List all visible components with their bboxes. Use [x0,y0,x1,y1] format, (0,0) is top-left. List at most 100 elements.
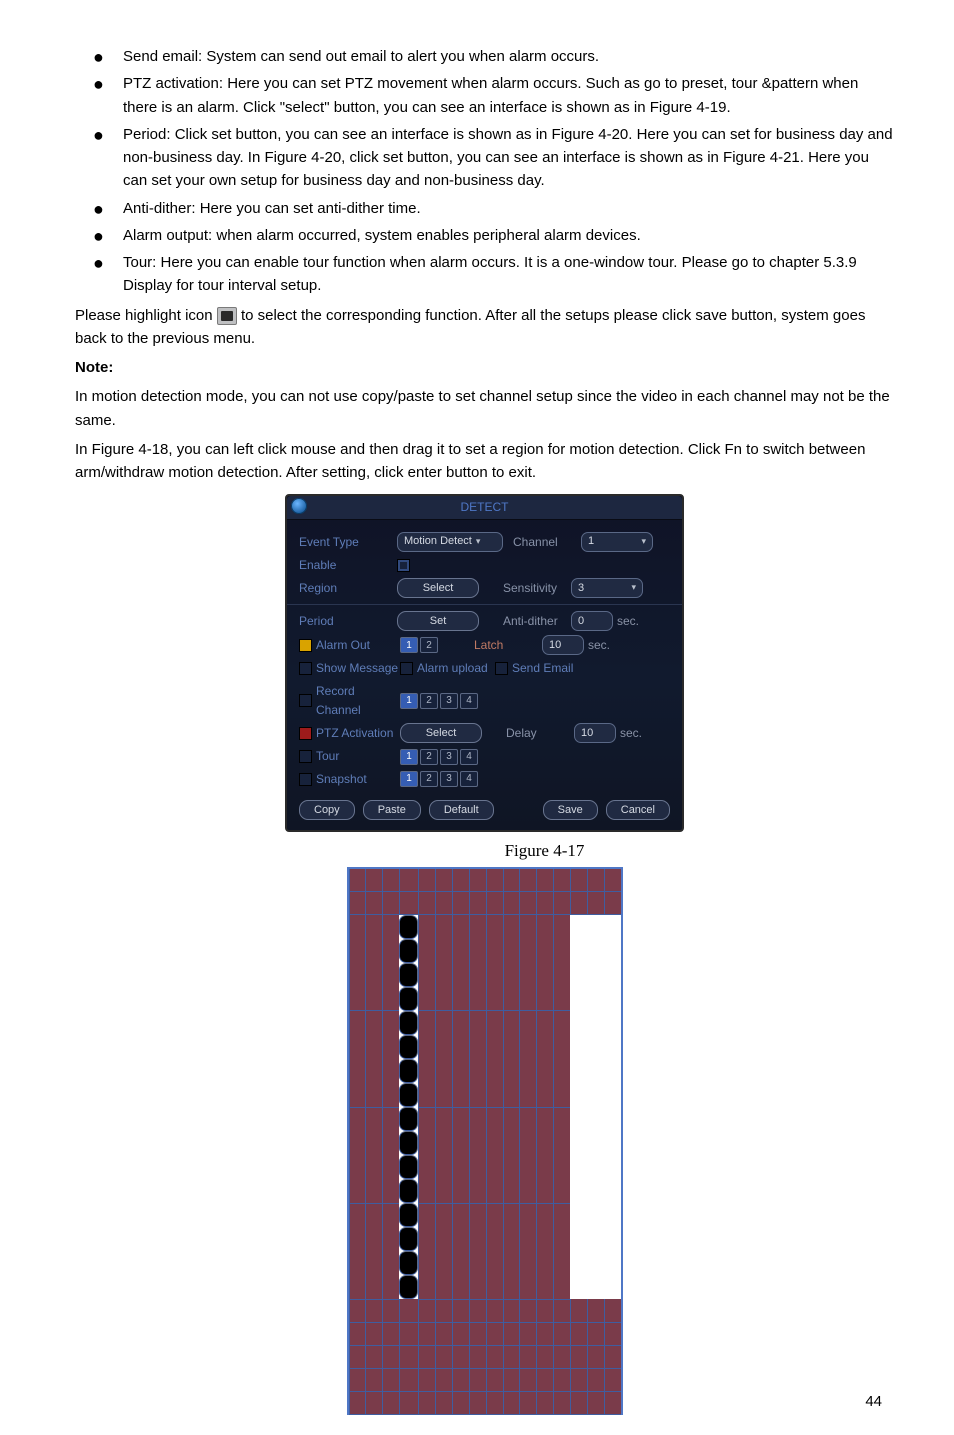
motion-cell[interactable] [469,1203,486,1299]
motion-cell[interactable] [604,1368,620,1391]
motion-cell[interactable] [419,1368,436,1391]
motion-cell[interactable] [399,869,419,892]
channel-box[interactable]: 4 [460,771,478,787]
motion-cell[interactable] [469,869,486,892]
motion-cell[interactable] [554,1299,571,1322]
motion-cell[interactable] [419,1345,436,1368]
motion-cell[interactable] [587,1299,604,1322]
motion-cell[interactable] [399,1179,418,1203]
period-set-button[interactable]: Set [397,611,479,631]
motion-cell[interactable] [604,1345,620,1368]
motion-cell[interactable] [453,1107,470,1203]
channel-select[interactable]: 1 ▾ [581,532,653,552]
motion-cell[interactable] [503,1368,520,1391]
motion-cell[interactable] [419,869,436,892]
motion-cell[interactable] [469,1322,486,1345]
motion-cell[interactable] [554,1203,571,1299]
enable-checkbox[interactable] [397,559,410,572]
motion-cell[interactable] [520,1322,537,1345]
motion-cell[interactable] [366,914,383,1011]
motion-cell[interactable] [520,1299,537,1322]
motion-cell[interactable] [383,1345,400,1368]
motion-cell[interactable] [520,1011,537,1107]
channel-box[interactable]: 2 [420,771,438,787]
motion-cell[interactable] [399,939,418,963]
motion-cell[interactable] [399,1155,418,1179]
region-select-button[interactable]: Select [397,578,479,598]
motion-cell[interactable] [604,869,620,892]
motion-cell[interactable] [453,1299,470,1322]
motion-cell[interactable] [486,1299,503,1322]
motion-cell[interactable] [366,1368,383,1391]
motion-cell[interactable] [570,1345,587,1368]
motion-cell[interactable] [399,915,418,939]
motion-cell[interactable] [436,914,453,1011]
motion-cell[interactable] [503,1011,520,1107]
motion-cell[interactable] [419,1299,436,1322]
motion-cell[interactable] [419,1391,436,1414]
motion-cell[interactable] [366,1391,383,1414]
motion-cell[interactable] [486,1345,503,1368]
motion-cell[interactable] [554,891,571,914]
motion-cell[interactable] [436,1299,453,1322]
motion-cell[interactable] [570,1391,587,1414]
motion-cell[interactable] [570,1322,587,1345]
motion-cell[interactable] [349,1299,366,1322]
alarm-out-checkbox[interactable] [299,639,312,652]
motion-cell[interactable] [537,1345,554,1368]
motion-cell[interactable] [570,1368,587,1391]
motion-cell[interactable] [469,1345,486,1368]
motion-cell[interactable] [399,1227,418,1251]
motion-cell[interactable] [537,1299,554,1322]
motion-cell[interactable] [453,1203,470,1299]
motion-cell[interactable] [503,1203,520,1299]
motion-cell[interactable] [503,914,520,1011]
motion-cell[interactable] [520,1368,537,1391]
motion-cell[interactable] [366,1345,383,1368]
motion-cell[interactable] [604,1391,620,1414]
motion-cell[interactable] [570,1299,587,1322]
motion-cell[interactable] [349,1107,366,1203]
motion-cell[interactable] [366,1203,383,1299]
snapshot-checkbox[interactable] [299,773,312,786]
channel-box[interactable]: 4 [460,693,478,709]
motion-cell[interactable] [383,1391,400,1414]
motion-region-grid[interactable] [347,867,623,1415]
channel-box[interactable]: 3 [440,771,458,787]
motion-cell[interactable] [469,1107,486,1203]
motion-cell[interactable] [419,1011,436,1107]
motion-cell[interactable] [399,1035,418,1059]
motion-cell[interactable] [399,1345,419,1368]
motion-cell[interactable] [486,1107,503,1203]
channel-box[interactable]: 3 [440,693,458,709]
motion-cell[interactable] [349,1345,366,1368]
motion-cell[interactable] [399,1203,418,1227]
motion-cell[interactable] [399,1059,418,1083]
paste-button[interactable]: Paste [363,800,421,820]
motion-cell[interactable] [349,1011,366,1107]
motion-cell[interactable] [520,914,537,1011]
motion-cell[interactable] [399,891,419,914]
motion-cell[interactable] [383,869,400,892]
motion-cell[interactable] [419,1322,436,1345]
channel-box[interactable]: 1 [400,771,418,787]
motion-cell[interactable] [469,1299,486,1322]
motion-cell[interactable] [436,1391,453,1414]
motion-cell[interactable] [537,914,554,1011]
motion-cell[interactable] [503,869,520,892]
motion-cell[interactable] [399,1083,418,1107]
motion-cell[interactable] [469,1391,486,1414]
channel-box[interactable]: 3 [440,749,458,765]
motion-cell[interactable] [469,1368,486,1391]
channel-box[interactable]: 1 [400,693,418,709]
motion-cell[interactable] [520,1107,537,1203]
show-message-checkbox[interactable] [299,662,312,675]
motion-cell[interactable] [453,1322,470,1345]
motion-cell[interactable] [349,891,366,914]
motion-cell[interactable] [554,914,571,1011]
motion-cell[interactable] [399,1368,419,1391]
motion-cell[interactable] [366,1011,383,1107]
tour-checkbox[interactable] [299,750,312,763]
motion-cell[interactable] [486,914,503,1011]
channel-box[interactable]: 2 [420,749,438,765]
